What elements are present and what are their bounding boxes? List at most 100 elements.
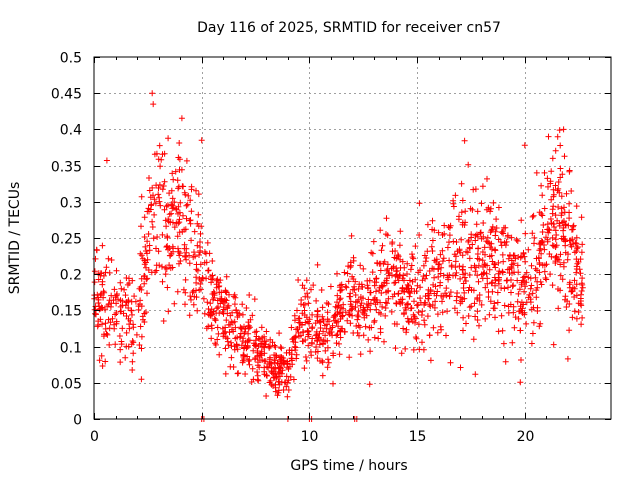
data-point bbox=[474, 208, 481, 215]
data-point bbox=[406, 277, 413, 284]
data-point bbox=[539, 229, 546, 235]
data-point bbox=[394, 321, 400, 328]
data-point bbox=[416, 200, 423, 207]
data-point bbox=[505, 309, 512, 316]
data-point bbox=[224, 338, 231, 345]
data-point bbox=[475, 278, 482, 285]
data-point bbox=[145, 231, 152, 237]
data-point bbox=[437, 279, 444, 286]
data-point bbox=[474, 308, 481, 315]
data-point bbox=[384, 266, 391, 273]
data-point bbox=[411, 298, 417, 305]
data-point bbox=[147, 194, 154, 201]
data-point bbox=[478, 235, 485, 242]
data-point bbox=[578, 288, 585, 294]
data-point bbox=[397, 228, 404, 235]
data-point bbox=[184, 201, 191, 208]
data-point bbox=[383, 277, 390, 284]
data-point bbox=[135, 303, 142, 310]
data-point bbox=[549, 282, 556, 289]
data-point bbox=[498, 312, 505, 319]
data-point bbox=[352, 304, 359, 311]
data-point bbox=[233, 307, 240, 313]
data-point bbox=[389, 272, 395, 279]
data-point bbox=[352, 278, 359, 285]
data-point bbox=[130, 324, 137, 331]
data-point bbox=[472, 232, 479, 239]
data-point bbox=[440, 293, 447, 300]
data-point bbox=[432, 298, 439, 305]
data-point bbox=[187, 197, 194, 204]
data-point bbox=[476, 297, 483, 304]
data-point bbox=[213, 305, 220, 312]
data-point bbox=[172, 168, 179, 175]
data-point bbox=[91, 279, 98, 286]
x-tick-labels: 0 5 10 15 20 bbox=[90, 429, 534, 445]
data-point bbox=[294, 307, 300, 314]
data-point bbox=[259, 334, 266, 341]
data-point bbox=[129, 277, 136, 284]
data-point bbox=[531, 240, 537, 247]
data-point bbox=[149, 184, 156, 191]
data-point bbox=[214, 324, 221, 331]
data-point bbox=[568, 243, 575, 250]
data-point bbox=[357, 302, 364, 309]
data-point bbox=[147, 206, 154, 213]
data-point bbox=[378, 282, 385, 289]
data-point bbox=[511, 324, 518, 331]
data-point bbox=[281, 360, 288, 367]
data-point bbox=[261, 358, 268, 365]
data-point bbox=[447, 359, 454, 366]
data-point bbox=[405, 288, 412, 295]
data-point bbox=[434, 329, 441, 336]
data-point bbox=[345, 263, 352, 270]
data-point bbox=[548, 220, 555, 226]
data-point bbox=[200, 295, 207, 302]
data-point bbox=[462, 208, 469, 215]
data-point bbox=[151, 151, 158, 158]
data-point bbox=[564, 355, 571, 362]
data-point bbox=[218, 289, 225, 296]
data-point bbox=[175, 154, 182, 161]
data-point bbox=[391, 254, 398, 261]
data-point bbox=[348, 303, 355, 310]
data-point bbox=[210, 295, 217, 301]
data-point bbox=[537, 240, 544, 246]
data-point bbox=[385, 295, 392, 302]
data-point bbox=[304, 290, 311, 297]
data-point bbox=[535, 255, 542, 262]
data-point bbox=[119, 325, 126, 332]
data-point bbox=[392, 345, 399, 352]
data-point bbox=[446, 257, 453, 264]
data-point bbox=[117, 346, 124, 353]
data-point bbox=[446, 239, 452, 246]
data-point bbox=[418, 312, 425, 318]
data-point bbox=[289, 361, 296, 368]
data-point bbox=[280, 387, 287, 393]
data-point bbox=[312, 349, 319, 355]
data-point bbox=[223, 273, 230, 280]
data-point bbox=[103, 264, 110, 271]
data-point bbox=[515, 315, 522, 322]
data-point bbox=[415, 309, 422, 316]
data-point bbox=[148, 201, 155, 208]
data-point bbox=[550, 243, 557, 249]
data-point bbox=[285, 377, 292, 384]
data-point bbox=[232, 294, 239, 301]
data-point bbox=[557, 142, 564, 149]
data-point bbox=[489, 279, 496, 286]
data-point bbox=[429, 237, 436, 244]
data-point bbox=[429, 217, 436, 224]
data-point bbox=[223, 317, 230, 324]
data-point bbox=[414, 302, 420, 309]
data-point bbox=[393, 300, 400, 307]
data-point bbox=[327, 283, 334, 290]
y-tick-label: 0.1 bbox=[60, 341, 82, 357]
data-point bbox=[332, 311, 339, 318]
data-point bbox=[544, 221, 551, 228]
data-point bbox=[571, 249, 578, 256]
data-point bbox=[138, 376, 145, 383]
data-point bbox=[308, 352, 315, 359]
data-point bbox=[312, 320, 319, 327]
data-point bbox=[205, 306, 212, 312]
